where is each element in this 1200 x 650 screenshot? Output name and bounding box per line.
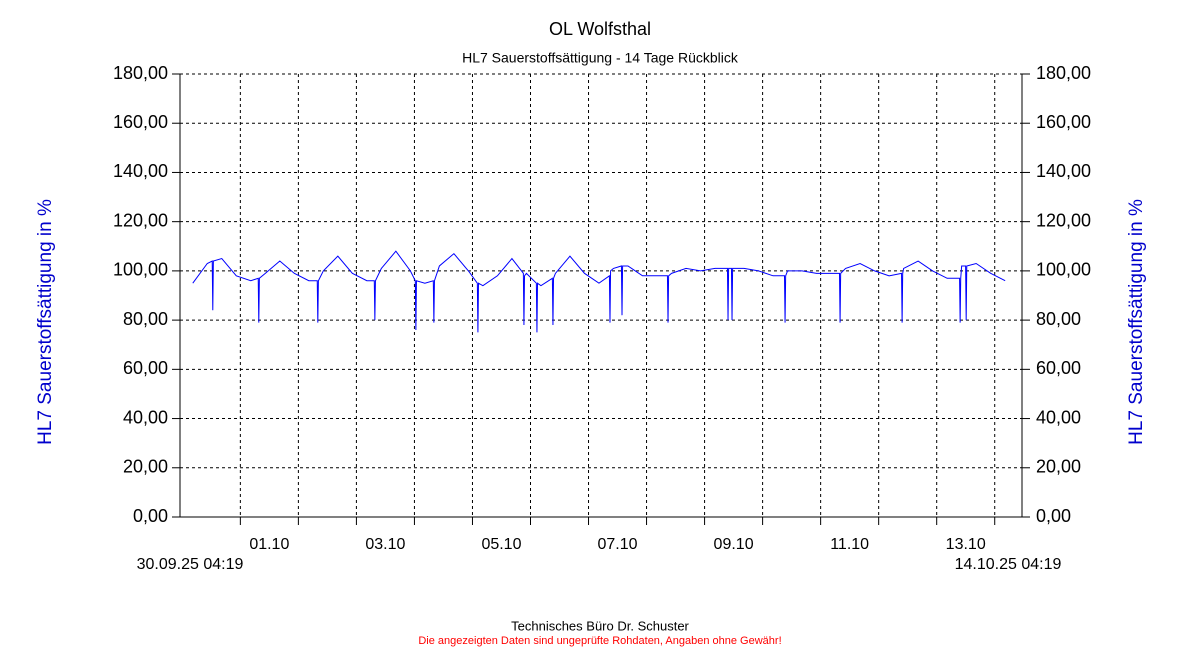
y2-tick-label: 120,00 <box>1036 210 1091 230</box>
y-tick-label: 100,00 <box>113 260 168 280</box>
y-tick-label: 80,00 <box>123 309 168 329</box>
y2-tick-label: 40,00 <box>1036 407 1081 427</box>
start-label: 30.09.25 04:19 <box>137 556 244 573</box>
y2-tick-label: 0,00 <box>1036 506 1071 526</box>
y2-tick-label: 60,00 <box>1036 358 1081 378</box>
y-tick-label: 160,00 <box>113 112 168 132</box>
y2-tick-label: 160,00 <box>1036 112 1091 132</box>
end-label: 14.10.25 04:19 <box>955 556 1062 573</box>
y-tick-label: 0,00 <box>133 506 168 526</box>
chart-subtitle: HL7 Sauerstoffsättigung - 14 Tage Rückbl… <box>462 50 739 66</box>
x-tick-label: 07.10 <box>598 536 638 553</box>
data-line <box>192 250 1006 333</box>
x-tick-label: 01.10 <box>249 536 289 553</box>
y-tick-label: 180,00 <box>113 63 168 83</box>
y2-axis-label: HL7 Sauerstoffsättigung in % <box>1126 199 1147 445</box>
y2-tick-label: 100,00 <box>1036 260 1091 280</box>
y-tick-label: 120,00 <box>113 210 168 230</box>
chart-title: OL Wolfsthal <box>549 19 651 39</box>
y2-tick-label: 20,00 <box>1036 457 1081 477</box>
y-tick-label: 140,00 <box>113 161 168 181</box>
y2-tick-label: 80,00 <box>1036 309 1081 329</box>
y-tick-label: 40,00 <box>123 407 168 427</box>
disclaimer: Die angezeigten Daten sind ungeprüfte Ro… <box>418 635 781 647</box>
x-tick-label: 05.10 <box>481 536 521 553</box>
x-tick-label: 13.10 <box>946 536 986 553</box>
x-tick-label: 11.10 <box>830 536 869 553</box>
x-tick-label: 03.10 <box>365 536 405 553</box>
y-axis-label: HL7 Sauerstoffsättigung in % <box>35 199 56 445</box>
y2-tick-label: 180,00 <box>1036 63 1091 83</box>
footer: Technisches Büro Dr. Schuster <box>511 618 689 633</box>
y-tick-label: 60,00 <box>123 358 168 378</box>
y2-tick-label: 140,00 <box>1036 161 1091 181</box>
y-tick-label: 20,00 <box>123 457 168 477</box>
x-tick-label: 09.10 <box>714 536 754 553</box>
